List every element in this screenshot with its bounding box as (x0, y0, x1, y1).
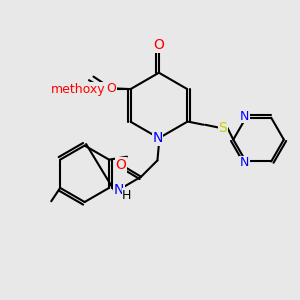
Text: O: O (116, 158, 126, 172)
Text: O: O (106, 82, 116, 95)
Text: methoxy: methoxy (51, 82, 106, 96)
Text: N: N (240, 110, 249, 123)
Text: H: H (122, 189, 131, 202)
Text: N: N (240, 157, 249, 169)
Text: O: O (154, 38, 164, 52)
Text: O: O (91, 82, 101, 96)
Text: S: S (218, 121, 227, 135)
Text: N: N (152, 131, 163, 145)
Text: N: N (114, 183, 124, 197)
